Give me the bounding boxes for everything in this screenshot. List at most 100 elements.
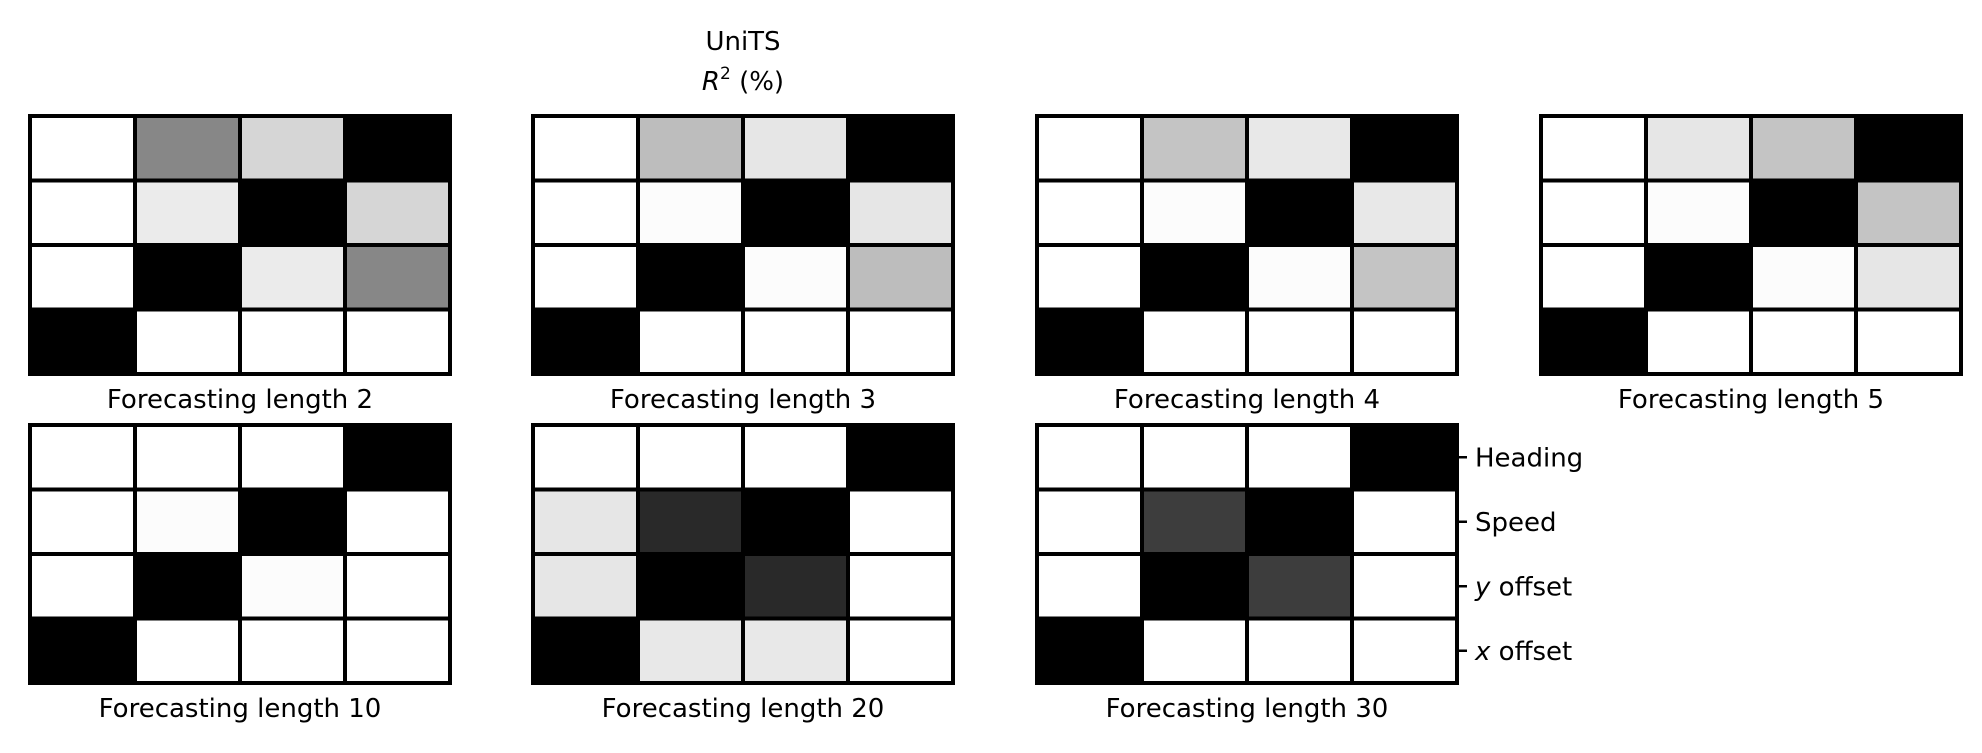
panel-label: Forecasting length 30 [1106, 694, 1389, 724]
heatmap-cell [741, 616, 850, 685]
heatmap-cell [846, 243, 955, 312]
heatmap-cell [531, 423, 640, 492]
heatmap-cell [28, 552, 137, 621]
row-label-symbol: x [1474, 637, 1491, 667]
heatmap-cell [1035, 616, 1144, 685]
title-superscript: 2 [720, 64, 731, 84]
row-label-text: Heading [1475, 443, 1583, 473]
heatmap-cell [133, 552, 242, 621]
heatmap-cell [741, 243, 850, 312]
heatmap-cell [238, 178, 347, 247]
heatmap-cell [1350, 114, 1459, 183]
heatmap-cell [28, 423, 137, 492]
heatmap-cell [1644, 243, 1753, 312]
heatmap-cell [343, 178, 452, 247]
heatmap-cell [238, 616, 347, 685]
heatmap-cell [636, 307, 745, 376]
panel-label: Forecasting length 2 [107, 385, 373, 415]
heatmap-cell [1854, 114, 1963, 183]
row-label-text: offset [1490, 637, 1572, 667]
heatmap-cell [1140, 616, 1249, 685]
panel-frame [1539, 114, 1963, 376]
heatmap-cell [1350, 423, 1459, 492]
panel-frame [531, 423, 955, 685]
heatmap-cell [133, 487, 242, 556]
heatmap-cell [133, 114, 242, 183]
heatmap-panel: Forecasting length 3 [531, 114, 955, 415]
row-label: x offset [1474, 637, 1572, 667]
heatmap-cell [28, 243, 137, 312]
row-label-text: Speed [1475, 508, 1557, 538]
heatmap-cell [636, 552, 745, 621]
heatmap-cell [1245, 552, 1354, 621]
heatmap-cell [133, 423, 242, 492]
heatmap-cell [531, 114, 640, 183]
row-label-symbol: y [1474, 572, 1491, 602]
heatmap-cell [1140, 243, 1249, 312]
heatmap-cell [343, 487, 452, 556]
row-label: Speed [1475, 508, 1557, 538]
figure-title-line1: UniTS [705, 27, 780, 57]
heatmap-cell [1140, 178, 1249, 247]
heatmap-cell [1539, 178, 1648, 247]
heatmap-cell [1140, 552, 1249, 621]
heatmap-cell [1350, 307, 1459, 376]
heatmap-cell [343, 243, 452, 312]
heatmap-panel: Forecasting length 2 [28, 114, 452, 415]
heatmap-cell [846, 307, 955, 376]
heatmap-cell [1539, 243, 1648, 312]
heatmap-cell [1350, 616, 1459, 685]
heatmap-cell [531, 307, 640, 376]
heatmap-cell [846, 178, 955, 247]
heatmap-cell [133, 243, 242, 312]
heatmap-cell [531, 616, 640, 685]
heatmap-cell [1350, 178, 1459, 247]
row-label-text: offset [1490, 572, 1572, 602]
heatmap-cell [636, 178, 745, 247]
heatmap-cell [1854, 178, 1963, 247]
heatmap-cell [741, 423, 850, 492]
heatmap-cell [1749, 243, 1858, 312]
panel-frame [1035, 423, 1459, 685]
heatmap-cell [1350, 552, 1459, 621]
title-rest: (%) [731, 67, 784, 97]
panel-frame [1035, 114, 1459, 376]
heatmap-cell [1854, 307, 1963, 376]
heatmap-panels: Forecasting length 2 Forecasting length 3… [28, 114, 1963, 724]
heatmap-cell [531, 243, 640, 312]
heatmap-cell [1245, 423, 1354, 492]
heatmap-cell [1854, 243, 1963, 312]
heatmap-cell [636, 243, 745, 312]
heatmap-cell [636, 423, 745, 492]
heatmap-cell [133, 178, 242, 247]
heatmap-cell [1035, 114, 1144, 183]
heatmap-cell [636, 487, 745, 556]
figure-title-line2: R2 (%) [702, 64, 784, 97]
heatmap-cell [1245, 307, 1354, 376]
heatmap-cell [741, 487, 850, 556]
heatmap-cell [741, 114, 850, 183]
heatmap-cell [1245, 243, 1354, 312]
heatmap-panel: Forecasting length 4 [1035, 114, 1459, 415]
panel-label: Forecasting length 5 [1618, 385, 1884, 415]
heatmap-cell [1035, 487, 1144, 556]
heatmap-cell [343, 307, 452, 376]
heatmap-cell [343, 423, 452, 492]
heatmap-cell [1035, 552, 1144, 621]
heatmap-cell [636, 616, 745, 685]
heatmap-cell [238, 243, 347, 312]
heatmap-cell [846, 423, 955, 492]
heatmap-cell [1644, 178, 1753, 247]
heatmap-cell [1749, 114, 1858, 183]
heatmap-cell [1035, 307, 1144, 376]
heatmap-cell [531, 552, 640, 621]
heatmap-cell [1140, 307, 1249, 376]
heatmap-cell [343, 552, 452, 621]
heatmap-cell [238, 423, 347, 492]
panel-label: Forecasting length 4 [1114, 385, 1380, 415]
heatmap-cell [741, 307, 850, 376]
heatmap-cell [1035, 423, 1144, 492]
heatmap-cell [238, 114, 347, 183]
